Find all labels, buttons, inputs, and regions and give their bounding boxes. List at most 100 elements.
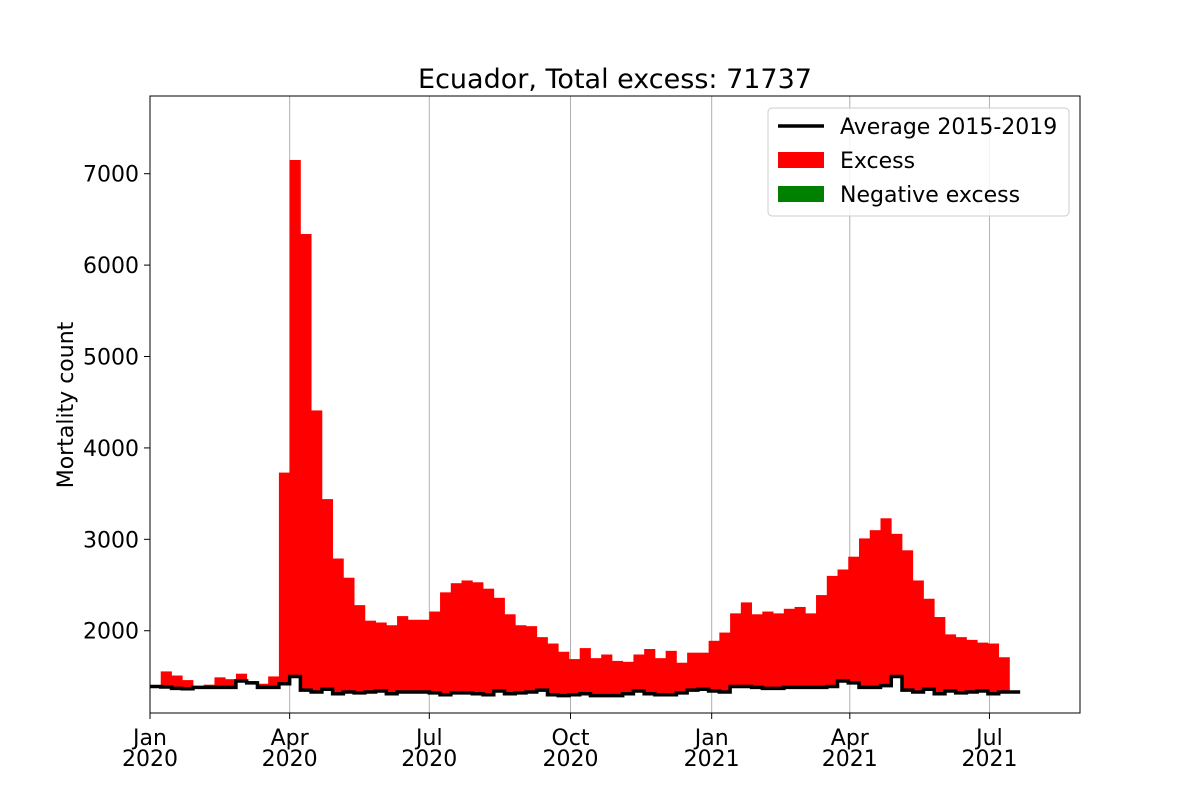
excess-bar [515, 625, 527, 693]
excess-bar [525, 626, 538, 692]
x-tick-label-year: 2021 [684, 747, 740, 772]
x-tick-label-year: 2020 [401, 747, 457, 772]
excess-bar [891, 533, 903, 677]
x-tick-label-year: 2021 [822, 747, 878, 772]
y-tick-label: 5000 [83, 346, 139, 371]
excess-bar [687, 652, 699, 691]
excess-bar [816, 595, 828, 688]
excess-bar [386, 625, 398, 694]
legend-negative-swatch [778, 186, 824, 202]
excess-bar [676, 662, 688, 693]
excess-bar [332, 558, 344, 694]
excess-bar [740, 602, 752, 687]
excess-bar [730, 613, 742, 687]
excess-bar [472, 582, 484, 694]
excess-bar [547, 643, 559, 695]
excess-bar [289, 159, 301, 677]
excess-bar [418, 619, 430, 692]
excess-bar [493, 597, 505, 692]
excess-bar [934, 617, 946, 694]
excess-bar [354, 605, 366, 693]
excess-bar [579, 648, 591, 694]
excess-bar [848, 556, 860, 683]
excess-bar [665, 650, 677, 695]
excess-bar [794, 606, 806, 688]
legend-excess-swatch [778, 152, 824, 168]
excess-bar [611, 660, 624, 696]
y-tick-label: 6000 [83, 254, 139, 279]
excess-bar [773, 613, 785, 689]
excess-bar [225, 679, 237, 688]
excess-bar [300, 234, 312, 691]
excess-bar [944, 634, 957, 692]
excess-bar [429, 611, 441, 693]
x-tick-label: Jan [131, 726, 167, 751]
excess-bar [880, 518, 892, 686]
excess-bar [783, 608, 795, 688]
chart-title: Ecuador, Total excess: 71737 [418, 64, 812, 95]
excess-bar [504, 614, 516, 694]
legend-box [767, 107, 1070, 217]
excess-bar [805, 613, 817, 688]
excess-bar [450, 583, 462, 693]
y-tick-label: 4000 [83, 437, 139, 462]
legend-excess-label: Excess [840, 149, 915, 174]
excess-bar [644, 649, 656, 694]
excess-bar [837, 569, 849, 682]
average-line [150, 674, 1021, 698]
excess-bar [998, 657, 1010, 692]
x-axis-ticks: Jan2020Apr2020Jul2020Oct2020Jan2021Apr20… [122, 713, 1017, 772]
excess-bar [278, 472, 291, 684]
excess-bar [590, 658, 602, 696]
y-axis-ticks: 2000 3000 4000 5000 6000 7000 [83, 163, 150, 645]
excess-bar [268, 676, 280, 688]
excess-bar [558, 651, 570, 696]
plot-frame [149, 95, 1081, 714]
excess-bar [901, 550, 914, 691]
excess-bar [987, 643, 1000, 694]
x-tick-label: Jan [693, 726, 729, 751]
excess-bar [912, 580, 924, 692]
y-tick-label: 3000 [83, 528, 139, 553]
excess-bar [977, 642, 989, 692]
excess-bars [160, 159, 1010, 696]
excess-bar [622, 661, 634, 694]
excess-bar [375, 622, 387, 692]
excess-bar [536, 637, 548, 691]
excess-bar [762, 611, 774, 689]
excess-bar [633, 654, 645, 692]
x-tick-label: Jul [974, 726, 1003, 751]
excess-bar [321, 499, 334, 690]
excess-bar [826, 575, 838, 687]
excess-bar [182, 680, 194, 689]
legend-average-label: Average 2015-2019 [840, 115, 1057, 140]
excess-bar [601, 654, 613, 696]
excess-bar [171, 675, 183, 689]
excess-bar [407, 619, 419, 692]
x-tick-label-year: 2021 [961, 747, 1017, 772]
excess-bar [708, 640, 720, 692]
excess-bar [955, 637, 967, 693]
excess-bar [483, 588, 495, 695]
excess-bar [397, 616, 409, 692]
excess-bar [966, 639, 978, 692]
excess-bar [654, 658, 667, 695]
excess-bar [257, 683, 269, 688]
legend: Average 2015-2019 Excess Negative excess [767, 107, 1070, 217]
y-axis-label: Mortality count [54, 321, 79, 488]
excess-bar [697, 652, 710, 690]
y-tick-label: 2000 [83, 620, 139, 645]
excess-bar [923, 598, 935, 690]
excess-bar [869, 530, 881, 688]
excess-bar [751, 614, 763, 688]
x-tick-label-year: 2020 [262, 747, 318, 772]
excess-bar [160, 671, 172, 687]
excess-bar [440, 592, 452, 695]
x-tick-label: Apr [831, 726, 870, 751]
x-tick-label: Apr [271, 726, 310, 751]
excess-bar [364, 620, 376, 692]
excess-bar [311, 410, 323, 692]
x-tick-label-year: 2020 [122, 747, 178, 772]
average-step-line [150, 674, 1021, 698]
